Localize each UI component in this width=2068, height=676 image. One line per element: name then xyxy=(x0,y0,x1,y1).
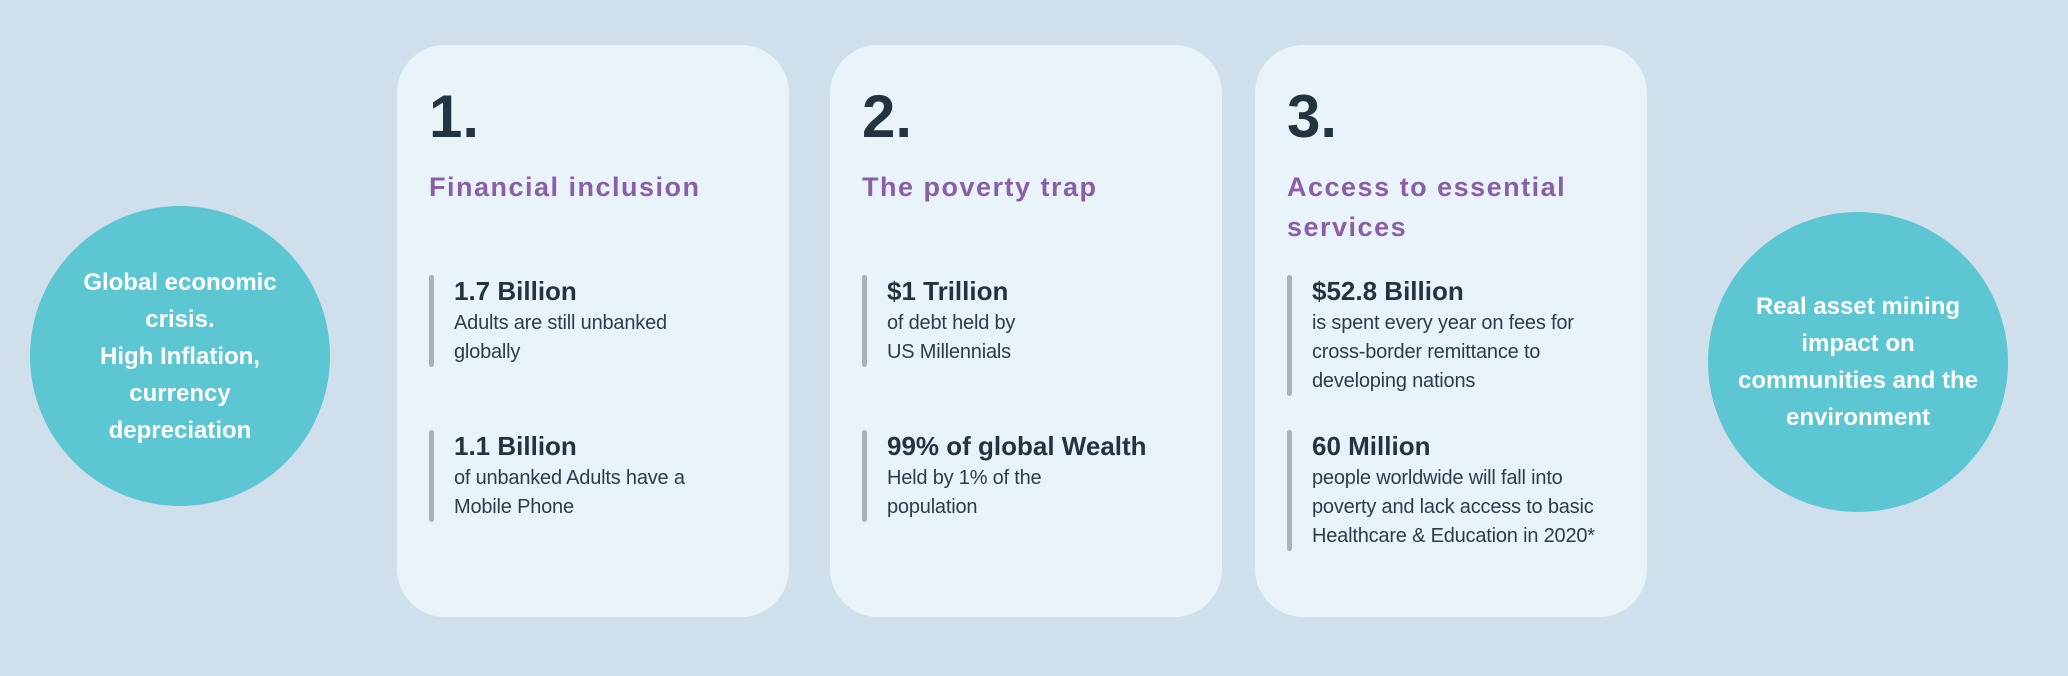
stat-accent-bar xyxy=(1287,430,1292,551)
stat-desc: of unbanked Adults have a Mobile Phone xyxy=(454,467,685,518)
stat-content: 99% of global Wealth Held by 1% of the p… xyxy=(867,430,1147,522)
stat-content: $52.8 Billion is spent every year on fee… xyxy=(1292,275,1574,396)
stat-slot: 1.1 Billion of unbanked Adults have a Mo… xyxy=(429,428,781,583)
stat-value: 60 Million xyxy=(1312,431,1431,461)
card-number: 1. xyxy=(429,83,480,150)
stat-accent-bar xyxy=(1287,275,1292,396)
stat-accent-bar xyxy=(862,430,867,522)
left-context-circle: Global economic crisis. High Inflation, … xyxy=(30,206,330,506)
challenge-card-1: 1. Financial inclusion 1.7 Billion Adult… xyxy=(397,45,789,617)
stat-content: 60 Million people worldwide will fall in… xyxy=(1292,430,1595,551)
stat-accent-bar xyxy=(862,275,867,367)
stat-slot: 1.7 Billion Adults are still unbanked gl… xyxy=(429,273,781,428)
stat-desc: people worldwide will fall into poverty … xyxy=(1312,467,1595,547)
stat-value: 1.1 Billion xyxy=(454,431,577,461)
card-title: The poverty trap xyxy=(862,172,1098,202)
right-context-circle: Real asset mining impact on communities … xyxy=(1708,212,2008,512)
card-title: Financial inclusion xyxy=(429,172,701,202)
stat-slot: 60 Million people worldwide will fall in… xyxy=(1287,428,1639,583)
stat-item: 1.1 Billion of unbanked Adults have a Mo… xyxy=(429,428,781,526)
stat-desc: is spent every year on fees for cross-bo… xyxy=(1312,312,1574,392)
card-number: 3. xyxy=(1287,83,1338,150)
challenge-card-2: 2. The poverty trap $1 Trillion of debt … xyxy=(830,45,1222,617)
stat-item: 99% of global Wealth Held by 1% of the p… xyxy=(862,428,1214,526)
stat-content: $1 Trillion of debt held by US Millennia… xyxy=(867,275,1015,367)
stat-value: 1.7 Billion xyxy=(454,276,577,306)
left-circle-text: Global economic crisis. High Inflation, … xyxy=(83,268,277,444)
stat-accent-bar xyxy=(429,430,434,522)
stat-item: $1 Trillion of debt held by US Millennia… xyxy=(862,273,1214,371)
card-number: 2. xyxy=(862,83,913,150)
stat-slot: $52.8 Billion is spent every year on fee… xyxy=(1287,273,1639,428)
stat-item: 60 Million people worldwide will fall in… xyxy=(1287,428,1639,555)
stat-desc: of debt held by US Millennials xyxy=(887,312,1016,363)
stat-desc: Adults are still unbanked globally xyxy=(454,312,667,363)
stat-desc: Held by 1% of the population xyxy=(887,467,1042,518)
stat-content: 1.1 Billion of unbanked Adults have a Mo… xyxy=(434,430,685,522)
stat-value: $52.8 Billion xyxy=(1312,276,1464,306)
stat-slot: 99% of global Wealth Held by 1% of the p… xyxy=(862,428,1214,583)
stat-accent-bar xyxy=(429,275,434,367)
stat-value: 99% of global Wealth xyxy=(887,431,1147,461)
card-stats: 1.7 Billion Adults are still unbanked gl… xyxy=(429,273,781,583)
stat-item: 1.7 Billion Adults are still unbanked gl… xyxy=(429,273,781,371)
challenge-card-3: 3. Access to essential services $52.8 Bi… xyxy=(1255,45,1647,617)
stat-value: $1 Trillion xyxy=(887,276,1009,306)
stat-item: $52.8 Billion is spent every year on fee… xyxy=(1287,273,1639,400)
stat-content: 1.7 Billion Adults are still unbanked gl… xyxy=(434,275,667,367)
card-stats: $1 Trillion of debt held by US Millennia… xyxy=(862,273,1214,583)
card-stats: $52.8 Billion is spent every year on fee… xyxy=(1287,273,1639,583)
card-title: Access to essential services xyxy=(1287,172,1567,242)
right-circle-text: Real asset mining impact on communities … xyxy=(1737,293,1979,431)
stat-slot: $1 Trillion of debt held by US Millennia… xyxy=(862,273,1214,428)
